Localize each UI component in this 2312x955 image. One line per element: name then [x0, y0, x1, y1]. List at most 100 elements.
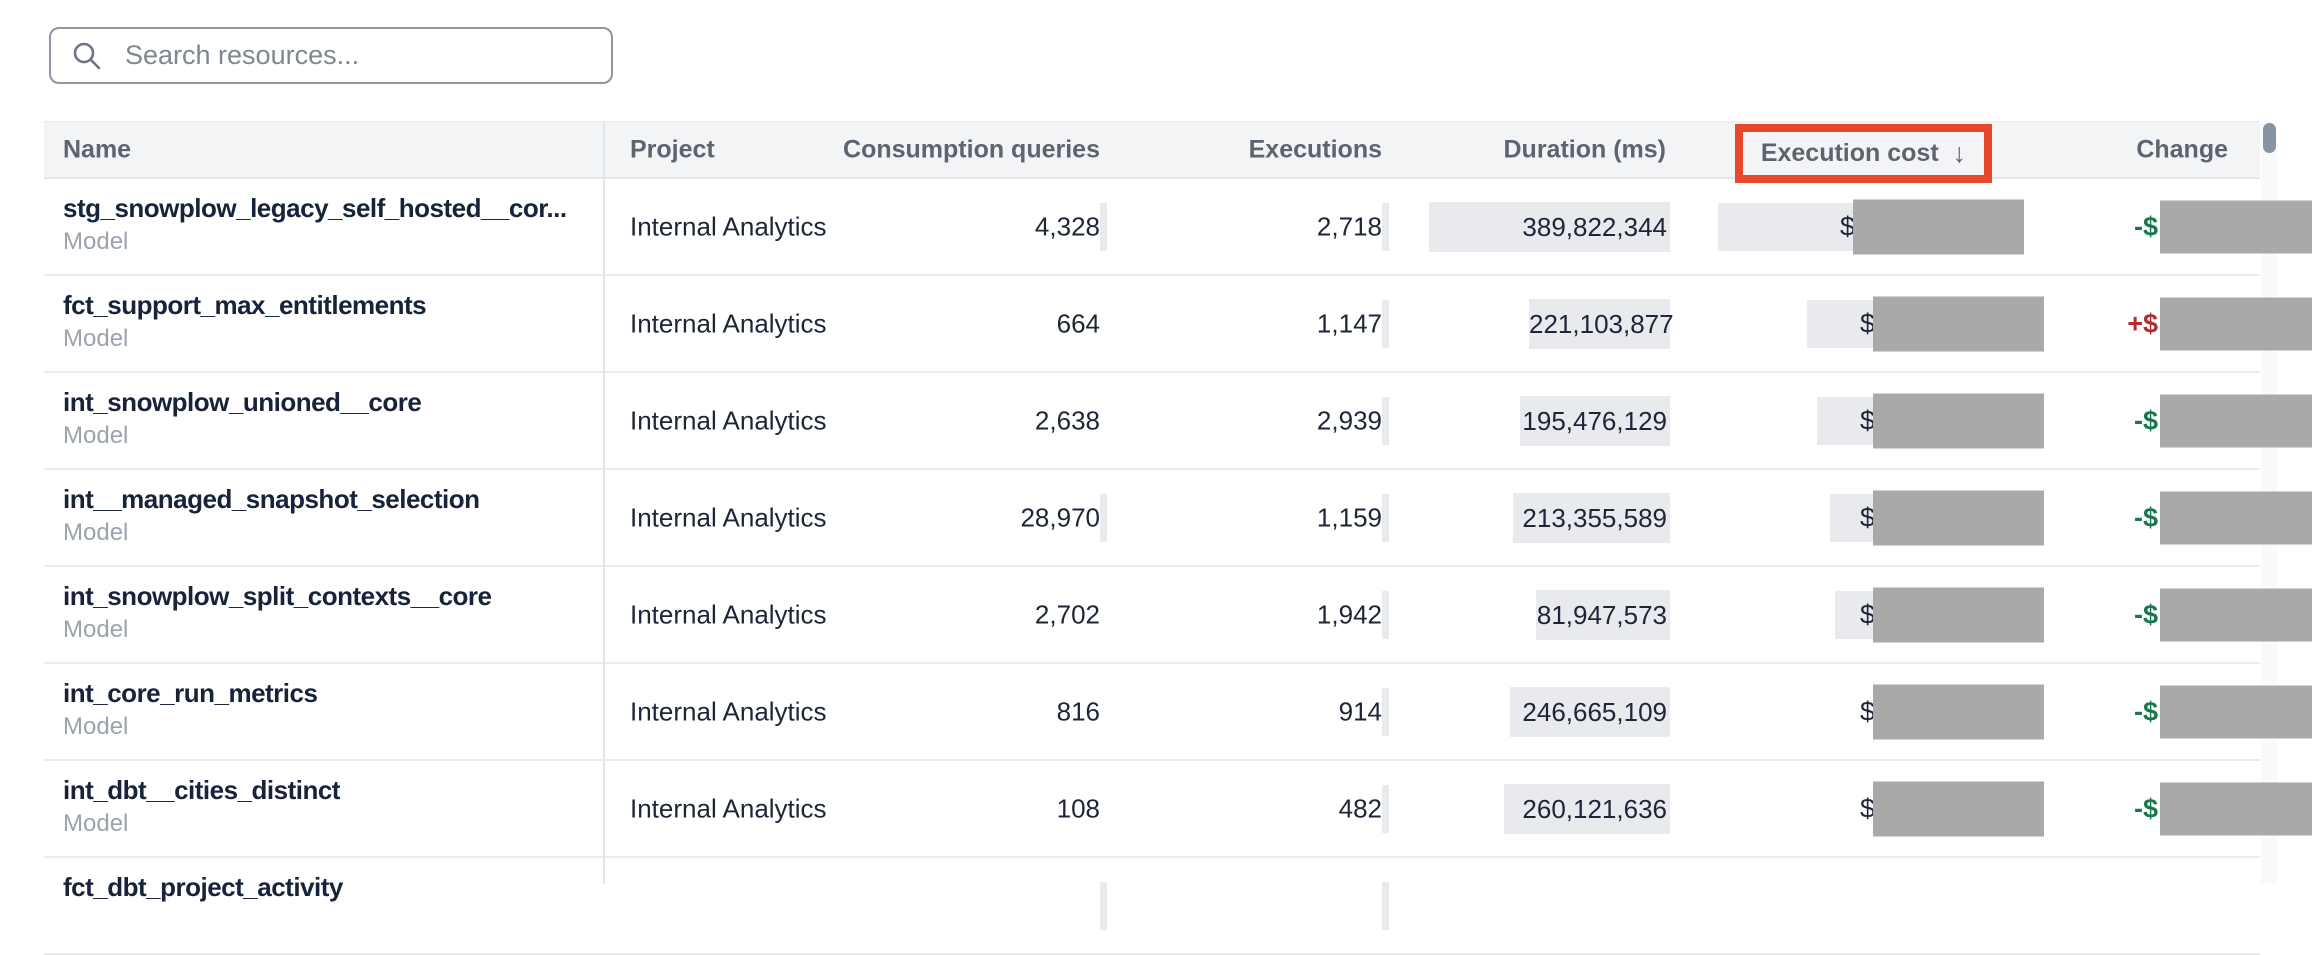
project-cell: Internal Analytics — [630, 308, 827, 338]
resource-type: Model — [63, 519, 129, 546]
cost-redaction-box — [1873, 587, 2044, 642]
cost-currency-prefix: $ — [1859, 502, 1875, 532]
consumption-queries-cell: 28,970 — [1020, 502, 1100, 532]
duration-cell: 213,355,589 — [1522, 502, 1667, 533]
column-header-change[interactable]: Change — [2136, 135, 2228, 163]
cost-highlight — [1817, 396, 1873, 445]
executions-cell: 1,147 — [1316, 308, 1382, 338]
consumption-queries-cell: 2,702 — [1034, 599, 1100, 629]
name-cell: int_dbt__cities_distinct Model — [63, 773, 340, 839]
cost-currency-prefix: $ — [1859, 793, 1875, 823]
search-input[interactable] — [49, 27, 613, 84]
change-redaction-box — [2160, 394, 2312, 447]
duration-highlight: 389,822,344 — [1429, 201, 1670, 252]
table-row[interactable]: stg_snowplow_legacy_self_hosted__cor... … — [44, 179, 2312, 276]
name-cell: fct_dbt_project_activity — [63, 870, 343, 906]
table-row[interactable]: fct_support_max_entitlements Model Inter… — [44, 276, 2312, 373]
change-redaction-box — [2160, 297, 2312, 350]
cost-highlight — [1807, 299, 1873, 348]
executions-highlight-sliver — [1382, 881, 1389, 930]
resource-type: Model — [63, 713, 129, 740]
name-cell: int__managed_snapshot_selection Model — [63, 482, 480, 548]
name-cell: int_snowplow_split_contexts__core Model — [63, 579, 492, 645]
resource-name[interactable]: int__managed_snapshot_selection — [63, 484, 480, 514]
resource-name[interactable]: int_snowplow_unioned__core — [63, 387, 422, 417]
duration-cell: 246,665,109 — [1522, 696, 1667, 727]
executions-highlight-sliver — [1382, 687, 1389, 736]
duration-cell: 260,121,636 — [1522, 793, 1667, 824]
page: { "search": { "placeholder": "Search res… — [44, 27, 2312, 955]
cost-highlight — [1718, 202, 1853, 251]
executions-cell: 482 — [1338, 793, 1382, 823]
cost-currency-prefix: $ — [1839, 211, 1855, 241]
consumption-queries-cell: 108 — [1056, 793, 1100, 823]
annotation-box-execution-cost: Execution cost ↓ — [1735, 124, 1992, 183]
sort-descending-icon[interactable]: ↓ — [1952, 138, 1967, 168]
change-sign: -$ — [2133, 502, 2158, 532]
duration-highlight: 221,103,877 — [1529, 298, 1674, 349]
cost-currency-prefix: $ — [1859, 308, 1875, 338]
table-row[interactable]: int_snowplow_unioned__core Model Interna… — [44, 373, 2312, 470]
column-header-execution-cost[interactable]: Execution cost — [1760, 139, 1939, 167]
column-header-consumption-queries[interactable]: Consumption queries — [843, 135, 1100, 163]
change-redaction-box — [2160, 588, 2312, 641]
cost-redaction-box — [1873, 296, 2044, 351]
cost-currency-prefix: $ — [1859, 405, 1875, 435]
column-header-project[interactable]: Project — [630, 135, 715, 163]
change-sign: -$ — [2133, 599, 2158, 629]
duration-cell: 221,103,877 — [1529, 308, 1674, 339]
executions-cell: 1,942 — [1316, 599, 1382, 629]
executions-highlight-sliver — [1382, 396, 1389, 445]
change-sign: +$ — [2127, 308, 2158, 338]
table-row[interactable]: int_snowplow_split_contexts__core Model … — [44, 567, 2312, 664]
resource-name[interactable]: fct_support_max_entitlements — [63, 290, 427, 320]
duration-highlight: 195,476,129 — [1520, 395, 1670, 446]
table-header: Name Project Consumption queries Executi… — [44, 121, 2260, 183]
cost-currency-prefix: $ — [1859, 599, 1875, 629]
executions-cell: 1,159 — [1316, 502, 1382, 532]
resource-name[interactable]: int_dbt__cities_distinct — [63, 775, 340, 805]
executions-highlight-sliver — [1382, 299, 1389, 348]
cost-highlight — [1830, 493, 1873, 542]
name-cell: stg_snowplow_legacy_self_hosted__cor... … — [63, 191, 567, 257]
cost-highlight — [1835, 590, 1873, 639]
project-cell: Internal Analytics — [630, 211, 827, 241]
table-row[interactable]: int__managed_snapshot_selection Model In… — [44, 470, 2312, 567]
table-row[interactable]: fct_dbt_project_activity — [44, 858, 2260, 955]
consumption-queries-cell: 2,638 — [1034, 405, 1100, 435]
resources-table: Name Project Consumption queries Executi… — [44, 121, 2312, 955]
name-cell: int_core_run_metrics Model — [63, 676, 318, 742]
change-sign: -$ — [2133, 696, 2158, 726]
column-header-duration[interactable]: Duration (ms) — [1503, 135, 1667, 163]
duration-highlight: 246,665,109 — [1510, 686, 1670, 737]
table-row[interactable]: int_core_run_metrics Model Internal Anal… — [44, 664, 2312, 761]
consumption-queries-cell: 664 — [1056, 308, 1100, 338]
scrollbar-thumb[interactable] — [2263, 123, 2276, 153]
cost-redaction-box — [1853, 199, 2024, 254]
duration-highlight: 260,121,636 — [1504, 783, 1670, 834]
column-header-executions[interactable]: Executions — [1248, 135, 1382, 163]
executions-highlight-sliver — [1382, 202, 1389, 251]
resource-name[interactable]: fct_dbt_project_activity — [63, 872, 343, 902]
executions-cell: 2,939 — [1316, 405, 1382, 435]
executions-cell: 914 — [1338, 696, 1382, 726]
consumption-queries-cell: 4,328 — [1034, 211, 1100, 241]
cost-currency-prefix: $ — [1859, 696, 1875, 726]
resource-type: Model — [63, 325, 129, 352]
column-header-name[interactable]: Name — [63, 135, 132, 163]
search-bar — [49, 27, 613, 84]
project-cell: Internal Analytics — [630, 793, 827, 823]
resource-type: Model — [63, 228, 129, 255]
consumption-queries-cell: 816 — [1056, 696, 1100, 726]
change-sign: -$ — [2133, 211, 2158, 241]
table-row[interactable]: int_dbt__cities_distinct Model Internal … — [44, 761, 2312, 858]
consumption-highlight-sliver — [1100, 881, 1107, 930]
consumption-highlight-sliver — [1100, 202, 1107, 251]
resource-name[interactable]: int_core_run_metrics — [63, 678, 318, 708]
duration-highlight: 213,355,589 — [1513, 492, 1670, 543]
resource-name[interactable]: stg_snowplow_legacy_self_hosted__cor... — [63, 193, 567, 223]
executions-cell: 2,718 — [1316, 211, 1382, 241]
change-redaction-box — [2160, 491, 2312, 544]
cost-redaction-box — [1873, 393, 2044, 448]
resource-name[interactable]: int_snowplow_split_contexts__core — [63, 581, 492, 611]
